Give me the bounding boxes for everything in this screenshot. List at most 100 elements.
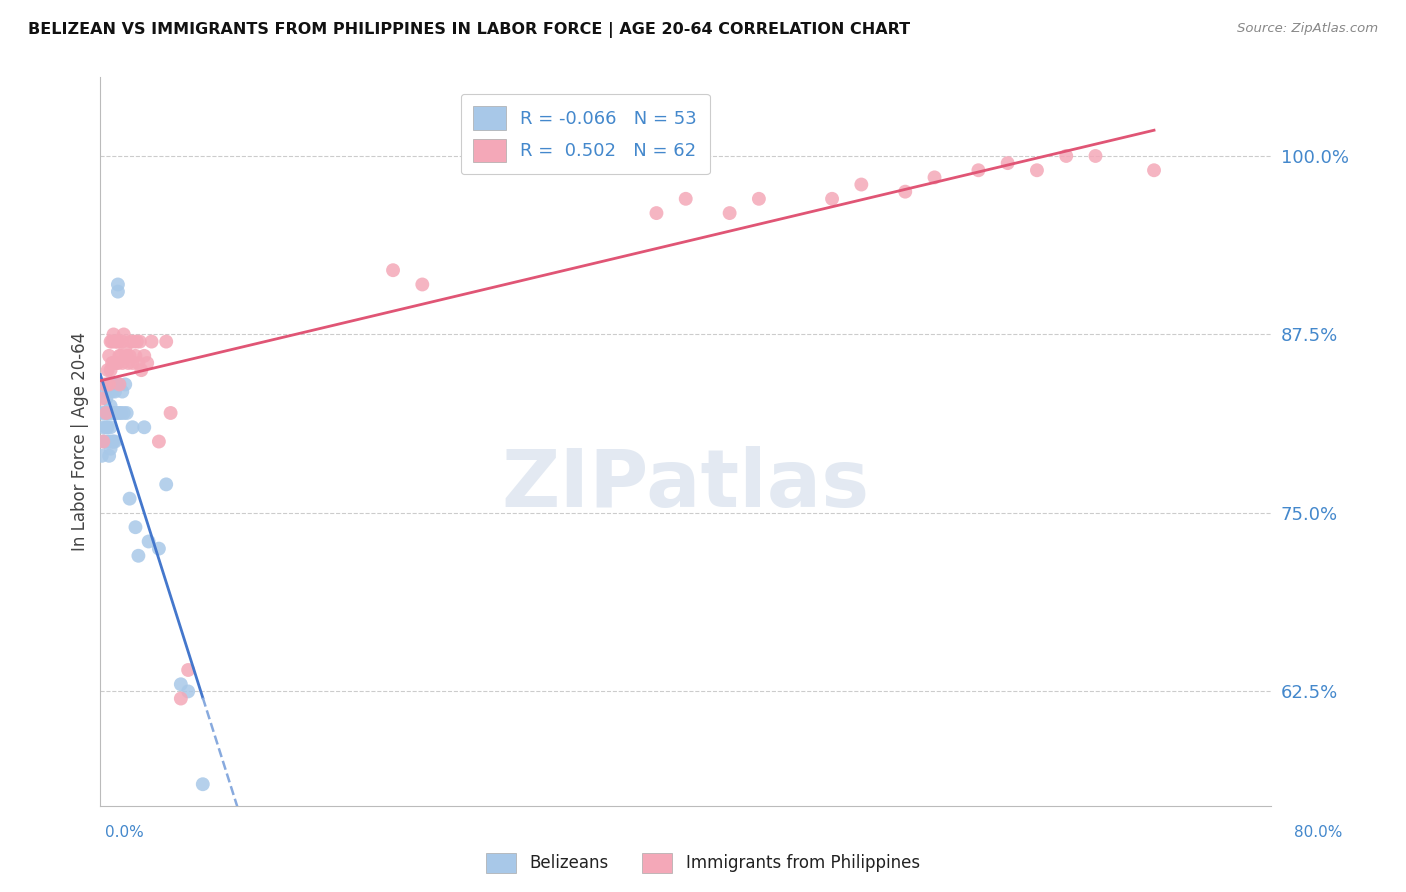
Point [118, 491, 141, 506]
Point [98, 434, 121, 449]
Point [118, 349, 141, 363]
Legend: Belizeans, Immigrants from Philippines: Belizeans, Immigrants from Philippines [479, 847, 927, 880]
Point [114, 342, 136, 356]
Point [675, 192, 697, 206]
Point [97, 420, 120, 434]
Point [748, 192, 770, 206]
Point [127, 549, 149, 563]
Point [100, 363, 122, 377]
Point [100, 399, 122, 413]
Point [170, 677, 193, 691]
Point [93, 377, 115, 392]
Point [124, 520, 146, 534]
Point [136, 356, 159, 370]
Point [104, 356, 127, 370]
Point [107, 356, 129, 370]
Point [101, 384, 124, 399]
Point [159, 406, 181, 420]
Point [100, 420, 122, 434]
Point [96, 406, 118, 420]
Point [98, 349, 121, 363]
Point [98, 449, 121, 463]
Point [91, 434, 114, 449]
Point [105, 356, 128, 370]
Text: 80.0%: 80.0% [1295, 825, 1343, 840]
Point [1026, 163, 1049, 178]
Point [103, 406, 125, 420]
Point [411, 277, 433, 292]
Point [115, 349, 138, 363]
Point [108, 377, 131, 392]
Point [170, 691, 193, 706]
Point [121, 356, 143, 370]
Point [97, 406, 120, 420]
Point [111, 384, 134, 399]
Point [103, 327, 125, 342]
Point [148, 541, 170, 556]
Point [105, 377, 128, 392]
Point [121, 420, 143, 434]
Point [101, 406, 124, 420]
Point [97, 377, 120, 392]
Point [108, 377, 131, 392]
Point [110, 406, 132, 420]
Point [104, 334, 127, 349]
Point [107, 277, 129, 292]
Point [101, 434, 124, 449]
Point [93, 434, 115, 449]
Point [111, 356, 134, 370]
Point [114, 377, 136, 392]
Point [131, 363, 153, 377]
Point [718, 206, 741, 220]
Point [108, 349, 131, 363]
Point [111, 334, 134, 349]
Point [100, 334, 122, 349]
Point [104, 384, 127, 399]
Point [128, 334, 150, 349]
Text: 0.0%: 0.0% [105, 825, 145, 840]
Point [967, 163, 990, 178]
Text: BELIZEAN VS IMMIGRANTS FROM PHILIPPINES IN LABOR FORCE | AGE 20-64 CORRELATION C: BELIZEAN VS IMMIGRANTS FROM PHILIPPINES … [28, 22, 910, 38]
Point [122, 334, 145, 349]
Point [103, 356, 125, 370]
Point [851, 178, 873, 192]
Point [91, 434, 114, 449]
Point [104, 406, 127, 420]
Point [138, 534, 160, 549]
Point [100, 442, 122, 456]
Point [98, 377, 121, 392]
Point [177, 663, 200, 677]
Point [924, 170, 946, 185]
Point [100, 377, 122, 392]
Point [191, 777, 214, 791]
Point [134, 349, 156, 363]
Point [105, 334, 128, 349]
Point [101, 356, 124, 370]
Point [97, 363, 120, 377]
Point [110, 349, 132, 363]
Point [645, 206, 668, 220]
Point [104, 434, 127, 449]
Point [103, 434, 125, 449]
Point [93, 384, 115, 399]
Point [108, 406, 131, 420]
Point [98, 406, 121, 420]
Point [97, 377, 120, 392]
Point [101, 334, 124, 349]
Point [96, 406, 118, 420]
Point [997, 156, 1019, 170]
Text: Source: ZipAtlas.com: Source: ZipAtlas.com [1237, 22, 1378, 36]
Point [103, 377, 125, 392]
Point [96, 420, 118, 434]
Point [90, 392, 112, 406]
Point [134, 420, 156, 434]
Point [125, 334, 148, 349]
Point [148, 434, 170, 449]
Point [112, 406, 135, 420]
Point [155, 477, 177, 491]
Point [98, 384, 121, 399]
Point [821, 192, 844, 206]
Point [1084, 149, 1107, 163]
Legend: R = -0.066   N = 53, R =  0.502   N = 62: R = -0.066 N = 53, R = 0.502 N = 62 [461, 94, 710, 175]
Point [1054, 149, 1077, 163]
